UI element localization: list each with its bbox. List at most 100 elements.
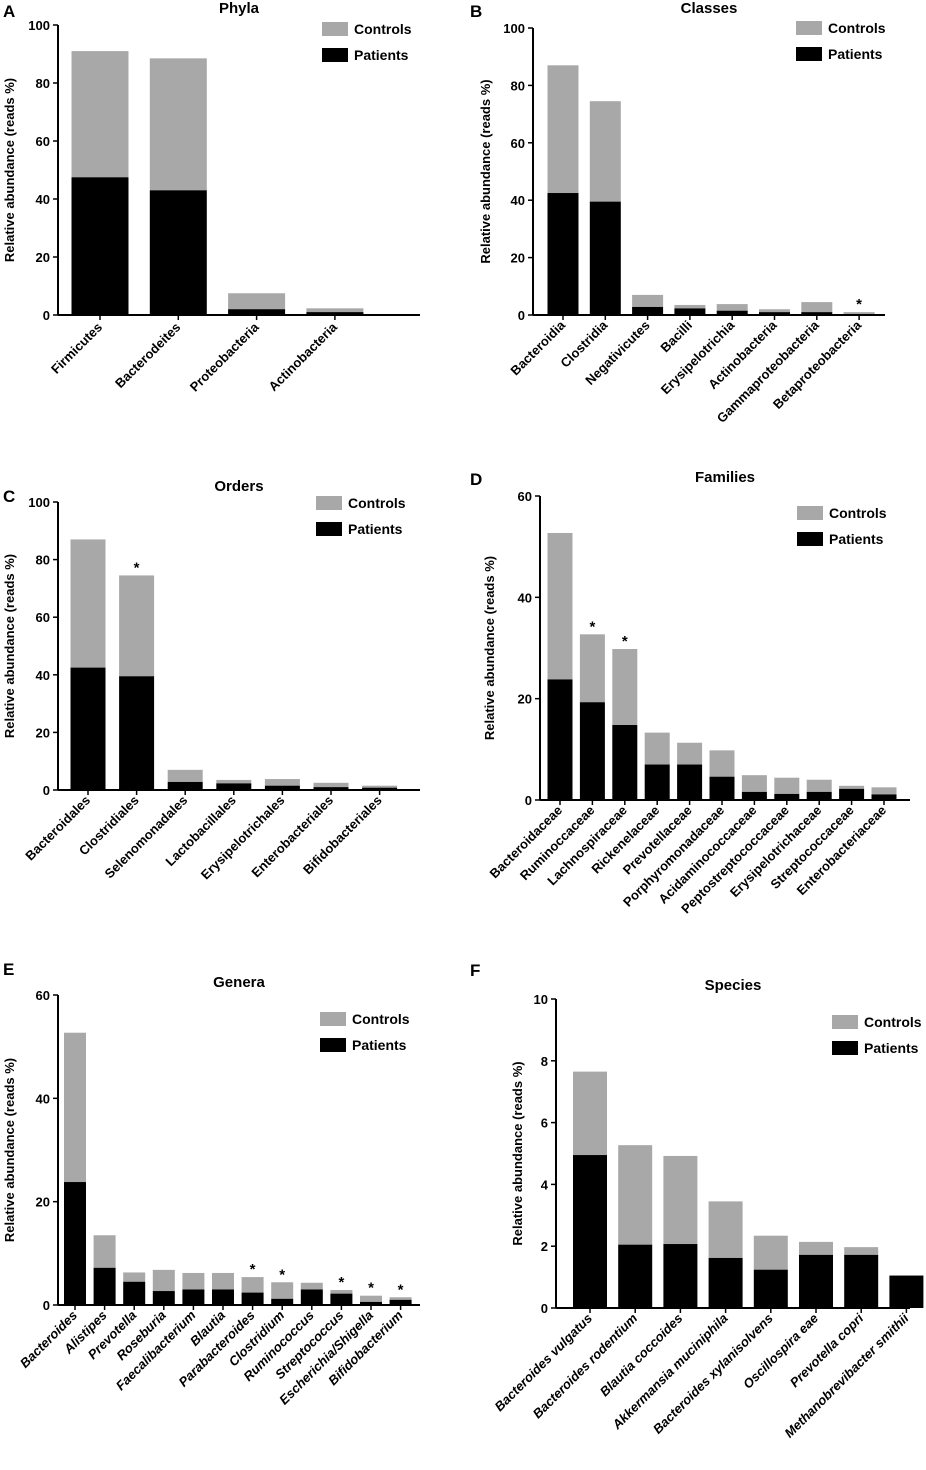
y-tick-label: 20 [36, 1195, 50, 1210]
bar-patients [64, 1182, 86, 1305]
bar-patients [360, 1301, 382, 1305]
significance-marker: * [279, 1266, 285, 1283]
panel-letter: D [470, 470, 482, 489]
bar-controls [70, 539, 106, 668]
y-tick-label: 2 [541, 1239, 548, 1254]
bar-controls [644, 732, 670, 765]
legend-label-patients: Patients [352, 1037, 407, 1053]
bar-patients [753, 1269, 788, 1308]
bar-controls [871, 787, 897, 795]
bar-controls [360, 1295, 382, 1302]
y-tick-label: 0 [43, 1298, 50, 1313]
bar-controls [663, 1155, 698, 1245]
bar-controls [300, 1282, 323, 1290]
bar-patients [844, 1254, 879, 1308]
legend-label-patients: Patients [348, 521, 403, 537]
legend: Controls Patients [322, 21, 412, 63]
bar-patients [330, 1293, 353, 1305]
category-label: Proteobacteria [187, 319, 263, 395]
y-tick-label: 6 [541, 1116, 548, 1131]
y-tick-label: 60 [36, 610, 50, 625]
significance-marker: * [250, 1261, 256, 1278]
y-tick-label: 100 [503, 21, 525, 36]
bar-patients [167, 781, 203, 790]
legend-swatch-patients [320, 1038, 346, 1052]
bar-patients [674, 308, 706, 315]
y-tick-label: 60 [36, 988, 50, 1003]
bar-patients [612, 725, 638, 800]
bar-patients [579, 702, 605, 800]
y-tick-label: 80 [36, 76, 50, 91]
bar-controls [799, 1241, 833, 1255]
y-tick-label: 40 [518, 590, 532, 605]
y-tick-label: 0 [541, 1301, 548, 1316]
bar-patients [709, 776, 735, 800]
legend-swatch-patients [796, 47, 822, 61]
bar-controls [589, 101, 621, 202]
y-tick-label: 10 [534, 992, 548, 1007]
y-axis-label: Relative abundance (reads %) [478, 79, 493, 263]
bar-controls [123, 1272, 146, 1282]
bar-controls [573, 1071, 607, 1156]
bar-patients [644, 764, 670, 800]
bar-patients [389, 1299, 412, 1305]
legend: Controls Patients [832, 1014, 922, 1056]
bar-patients [801, 312, 833, 315]
significance-marker: * [589, 618, 595, 635]
bar-patients [306, 312, 364, 315]
significance-marker: * [398, 1281, 404, 1298]
bar-patients [71, 177, 129, 315]
category-label: Blautia coccoides [597, 1311, 686, 1400]
bar-controls [241, 1277, 264, 1293]
legend-label-controls: Controls [828, 20, 886, 36]
y-tick-label: 40 [36, 1091, 50, 1106]
y-tick-label: 100 [28, 495, 50, 510]
bar-patients [70, 667, 106, 790]
bar-controls [716, 304, 748, 311]
category-label: Enterobacteriales [248, 793, 336, 881]
panel-letter: F [470, 961, 480, 980]
category-label: Selenomonadales [102, 793, 191, 882]
y-tick-label: 40 [511, 193, 525, 208]
bar-controls [753, 1235, 788, 1270]
legend-label-controls: Controls [829, 505, 887, 521]
legend-swatch-controls [796, 21, 822, 35]
legend-swatch-controls [320, 1012, 346, 1026]
bar-patients [618, 1244, 653, 1308]
significance-marker: * [134, 559, 140, 576]
legend-swatch-controls [832, 1015, 858, 1029]
bar-patients [799, 1254, 833, 1308]
legend-label-patients: Patients [829, 531, 884, 547]
bar-controls [152, 1269, 175, 1292]
panel-letter: C [3, 487, 15, 506]
y-tick-label: 20 [36, 725, 50, 740]
y-tick-label: 60 [518, 489, 532, 504]
category-label: Actinobacteria [266, 319, 341, 394]
significance-marker: * [338, 1274, 344, 1291]
bar-patients [589, 201, 621, 315]
chart-title: Genera [213, 974, 265, 991]
bar-controls [149, 58, 207, 191]
bar-controls [330, 1290, 353, 1294]
bar-patients [759, 312, 790, 315]
bar-controls [806, 779, 832, 792]
bar-controls [801, 302, 833, 313]
legend: Controls Patients [316, 495, 406, 537]
bar-controls [547, 532, 573, 680]
bar-patients [716, 310, 748, 315]
bar-controls [677, 742, 703, 765]
legend-label-controls: Controls [348, 495, 406, 511]
bar-patients [212, 1289, 234, 1305]
bar-patients [741, 791, 767, 800]
bar-controls [839, 785, 865, 789]
bar-patients [889, 1275, 924, 1308]
y-tick-label: 40 [36, 192, 50, 207]
panel-b: B Classes Relative abundance (reads %) Bact… [470, 0, 886, 426]
legend: Controls Patients [320, 1011, 410, 1053]
y-tick-label: 20 [518, 692, 532, 707]
y-tick-label: 100 [28, 18, 50, 33]
y-tick-label: 80 [511, 78, 525, 93]
